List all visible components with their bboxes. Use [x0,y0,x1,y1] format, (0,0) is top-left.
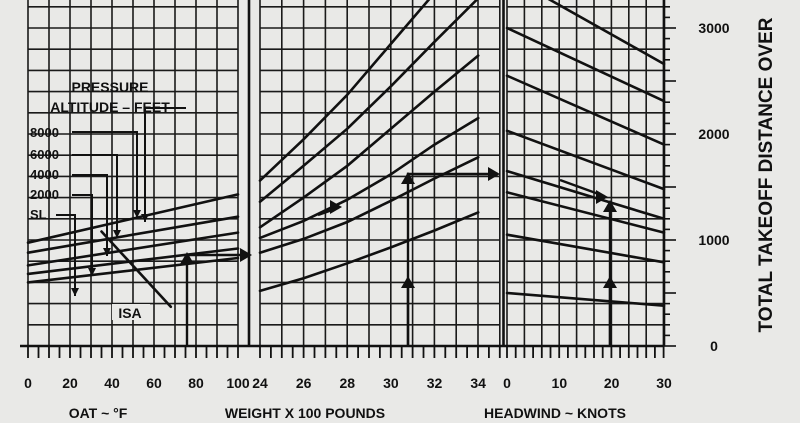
weight-series-2 [258,54,480,229]
altitude-leader [72,154,118,238]
x-axis-title-oat: OAT ~ °F [69,405,128,421]
oat-series-SL [26,256,240,284]
oat-series-4000 [26,231,240,267]
oat-tick-40: 40 [104,375,120,391]
arrowhead [180,252,194,264]
isa-label-bg [112,304,150,320]
isa-line [100,230,173,309]
wind-series-5 [505,191,666,234]
legend-altitude-8000: 8000 [30,125,59,140]
oat-series-2000 [26,247,240,276]
oat-series-8000 [26,193,240,244]
oat-tick-0: 0 [24,375,32,391]
arrowhead [603,276,617,288]
weight-tick-28: 28 [339,375,355,391]
grid [20,0,676,358]
altitude-leader [72,131,138,218]
y-tick-0: 0 [710,338,718,354]
weight-series-5 [258,211,480,293]
arrowhead [240,248,252,262]
altitude-leader [72,174,108,256]
weight-tick-24: 24 [252,375,268,391]
legend-altitude-4000: 4000 [30,167,59,182]
wind-series-4 [505,169,666,221]
wind-tick-0: 0 [503,375,511,391]
arrowhead [401,276,415,288]
legend-title-line2: ALTITUDE – FEET [50,99,170,115]
legend-altitude-SL: SL [30,207,47,222]
example-path [406,172,498,346]
oat-tick-80: 80 [188,375,204,391]
arrowhead [603,200,617,212]
oat-tick-60: 60 [146,375,162,391]
isa-label: ISA [118,305,141,321]
wind-tick-20: 20 [604,375,620,391]
weight-tick-26: 26 [296,375,312,391]
leader-arrowhead [133,210,141,218]
weight-tick-30: 30 [383,375,399,391]
leader-arrowhead [88,268,96,276]
weight-tick-34: 34 [470,375,486,391]
y-axis-title: TOTAL TAKEOFF DISTANCE OVER [756,17,777,332]
oat-tick-100: 100 [226,375,250,391]
wind-series-7 [505,291,666,307]
legend-altitude-6000: 6000 [30,147,59,162]
y-tick-1000: 1000 [698,232,729,248]
y-tick-3000: 3000 [698,20,729,36]
arrowhead [330,200,342,214]
altitude-leader [56,214,76,296]
oat-series-6000 [26,215,240,254]
arrows [71,167,617,346]
weight-series-0 [258,0,431,182]
x-axis-title-wind: HEADWIND ~ KNOTS [484,405,626,421]
wind-series-2 [505,74,666,146]
curves [26,0,666,309]
legend-altitude-2000: 2000 [30,187,59,202]
weight-series-1 [258,0,479,204]
arrowhead [596,190,608,204]
legend-title-line1: PRESSURE [71,79,148,95]
altitude-leader [72,194,93,276]
leader-arrowhead [71,288,79,296]
leader-arrowhead [103,248,111,256]
weight-series-3 [258,116,480,240]
arrowhead [401,172,415,184]
leader-arrowhead [141,214,149,222]
weight-tick-32: 32 [427,375,443,391]
x-axis-title-weight: WEIGHT X 100 POUNDS [225,405,385,421]
oat-tick-20: 20 [62,375,78,391]
arrowhead [488,167,500,181]
wind-series-3 [505,129,666,191]
altitude-title-leader [144,107,186,222]
wind-series-0 [547,0,666,66]
wind-series-6 [505,233,666,264]
y-tick-2000: 2000 [698,126,729,142]
wind-tick-30: 30 [656,375,672,391]
leader-arrowhead [113,230,121,238]
wind-tick-10: 10 [552,375,568,391]
wind-series-1 [505,26,666,103]
